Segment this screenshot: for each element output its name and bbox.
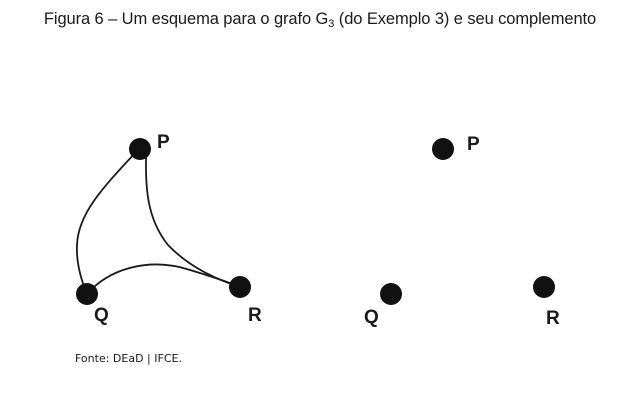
caption-suffix: (do Exemplo 3) e seu complemento <box>334 10 597 28</box>
vertex-r <box>229 276 251 298</box>
complement-vertex-r <box>533 276 555 298</box>
edge-p-q <box>76 148 140 295</box>
graph-complement: P Q R <box>364 134 560 329</box>
vertex-q <box>76 283 98 305</box>
complement-vertex-q <box>380 283 402 305</box>
figure-caption: Figura 6 – Um esquema para o grafo G3 (d… <box>0 10 640 30</box>
graph-g3-edges <box>76 148 241 295</box>
graph-complement-labels: P Q R <box>364 134 560 329</box>
graph-g3-vertices <box>76 138 251 305</box>
complement-vertex-label-q: Q <box>364 307 379 328</box>
edge-q-r <box>86 263 241 295</box>
complement-vertex-label-r: R <box>546 308 560 329</box>
graph-g3-labels: P Q R <box>94 132 262 326</box>
complement-vertex-p <box>432 138 454 160</box>
source-note: Fonte: DEaD | IFCE. <box>75 352 182 365</box>
edge-p-r <box>145 148 241 288</box>
vertex-label-q: Q <box>94 305 109 326</box>
caption-prefix: Figura 6 – Um esquema para o grafo G <box>43 10 329 28</box>
graph-complement-vertices <box>380 138 555 305</box>
complement-vertex-label-p: P <box>467 134 480 155</box>
vertex-label-r: R <box>248 305 262 326</box>
vertex-p <box>129 138 151 160</box>
caption-subscript: 3 <box>328 18 335 30</box>
vertex-label-p: P <box>157 132 170 153</box>
graph-g3: P Q R <box>76 132 262 326</box>
